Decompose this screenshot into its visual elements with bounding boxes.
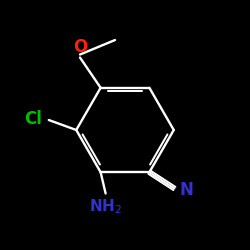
Text: Cl: Cl xyxy=(24,110,42,128)
Text: NH$_2$: NH$_2$ xyxy=(89,197,122,216)
Text: N: N xyxy=(180,181,193,199)
Text: O: O xyxy=(73,38,87,56)
